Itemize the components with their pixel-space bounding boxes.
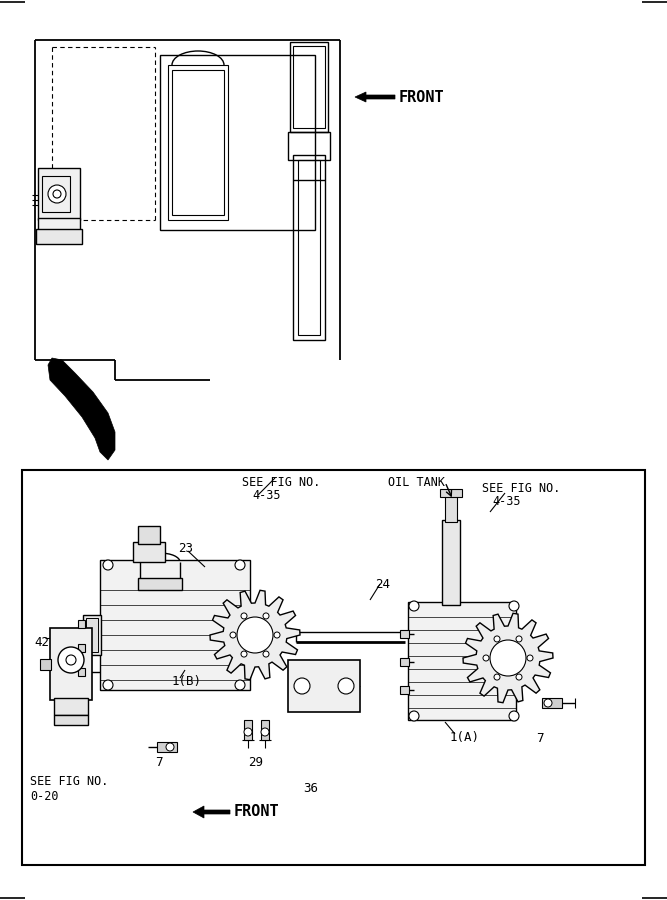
Bar [542,698,562,708]
Text: 42: 42 [34,635,49,649]
Text: 7: 7 [536,732,544,744]
Bar [290,42,328,132]
Text: 1(A): 1(A) [450,732,480,744]
Bar [54,698,88,715]
Polygon shape [463,613,553,703]
Circle shape [48,185,66,203]
Bar [42,176,70,212]
Text: 42: 42 [292,665,307,679]
Polygon shape [355,92,395,102]
Text: OIL TANK: OIL TANK [388,476,445,489]
Text: 29: 29 [248,755,263,769]
Bar [172,70,224,215]
Circle shape [509,601,519,611]
Polygon shape [210,590,300,680]
Bar [160,55,315,230]
Circle shape [263,651,269,657]
Bar [83,615,101,655]
Circle shape [338,678,354,694]
Circle shape [235,680,245,690]
Bar [298,160,320,335]
Bar [78,620,85,628]
Text: 4-35: 4-35 [252,489,281,502]
Circle shape [53,190,61,198]
Polygon shape [193,806,230,818]
Text: 23: 23 [178,542,193,554]
Circle shape [230,632,236,638]
Circle shape [527,655,533,661]
Text: SEE FIG NO.: SEE FIG NO. [242,476,320,489]
Bar [408,602,516,720]
Bar [38,168,80,220]
Text: 1(B): 1(B) [172,676,202,688]
Circle shape [409,711,419,721]
Bar [22,470,645,865]
Circle shape [409,601,419,611]
Circle shape [237,617,273,653]
Text: 36: 36 [303,781,318,795]
Circle shape [509,711,519,721]
Circle shape [103,560,113,570]
Circle shape [274,632,280,638]
Text: SEE FIG NO.: SEE FIG NO. [30,775,108,788]
Bar [400,658,409,666]
Circle shape [166,743,174,751]
Circle shape [241,613,247,619]
Circle shape [494,644,522,672]
Bar [445,494,457,522]
Bar [133,542,165,562]
Circle shape [294,678,310,694]
Bar [168,65,228,220]
Bar [40,659,51,670]
Bar [138,578,182,590]
Polygon shape [54,715,88,725]
Bar [440,489,462,497]
Circle shape [235,560,245,570]
Circle shape [261,728,269,736]
Circle shape [494,636,500,642]
Bar [78,668,85,676]
Circle shape [483,655,489,661]
Bar [400,686,409,694]
Text: FRONT: FRONT [399,91,445,105]
Bar [293,155,325,340]
Circle shape [244,728,252,736]
Text: 24: 24 [375,579,390,591]
Circle shape [263,613,269,619]
Polygon shape [48,358,115,460]
Bar [100,560,250,690]
Circle shape [494,674,500,680]
Bar [293,46,325,128]
Bar [261,720,269,740]
Circle shape [544,699,552,707]
Bar [400,630,409,638]
Bar [157,742,177,752]
Bar [50,628,92,700]
Bar [138,526,160,544]
Text: 4-35: 4-35 [492,495,520,508]
Bar [442,520,460,605]
Bar [38,218,80,230]
Bar [288,660,360,712]
Circle shape [103,680,113,690]
Text: SEE FIG NO.: SEE FIG NO. [482,482,560,495]
Bar [36,229,82,244]
Bar [244,720,252,740]
Circle shape [516,636,522,642]
Circle shape [58,647,84,673]
Circle shape [516,674,522,680]
Circle shape [241,621,269,650]
Bar [288,132,330,160]
Circle shape [490,640,526,676]
Text: 7: 7 [155,755,163,769]
Bar [86,618,98,652]
Text: FRONT: FRONT [234,805,279,820]
Circle shape [66,655,76,665]
Text: 0-20: 0-20 [30,790,59,803]
Bar [78,644,85,652]
Circle shape [241,651,247,657]
